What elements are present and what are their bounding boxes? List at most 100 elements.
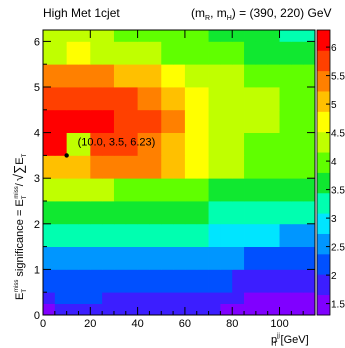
heatmap-cell	[66, 223, 79, 247]
heatmap-cell	[232, 246, 245, 270]
colorbar-segment	[317, 192, 330, 214]
heatmap-cell	[78, 292, 91, 304]
heatmap-cell	[232, 155, 245, 179]
heatmap-cell	[54, 41, 68, 65]
heatmap-cell	[220, 178, 233, 202]
heatmap-cell	[90, 246, 103, 270]
heatmap-cell	[303, 64, 316, 88]
heatmap-cell	[244, 292, 257, 304]
heatmap-cell	[149, 201, 162, 225]
x-axis-label: pjj T [GeV]	[271, 333, 309, 348]
heatmap-cell	[113, 303, 127, 316]
heatmap-cell	[303, 303, 316, 316]
colorbar-segment	[317, 172, 330, 194]
heatmap-cell	[137, 201, 150, 225]
heatmap-cell	[255, 30, 269, 42]
heatmap-cell	[54, 303, 68, 316]
heatmap-cell	[90, 109, 103, 133]
heatmap-cell	[113, 246, 127, 270]
heatmap-cell	[291, 246, 304, 270]
heatmap-cell	[137, 41, 150, 65]
heatmap-cell	[255, 132, 269, 156]
colorbar-segment	[317, 233, 330, 255]
heatmap-cell	[196, 269, 209, 293]
heatmap-cell	[137, 109, 150, 133]
heatmap-cell	[66, 303, 79, 316]
heatmap-cell	[102, 30, 115, 42]
heatmap-cell	[43, 246, 56, 270]
heatmap-cell	[161, 303, 174, 316]
heatmap-cell	[113, 178, 127, 202]
heatmap-cell	[66, 246, 79, 270]
x-tick-label: 40	[131, 318, 143, 330]
heatmap-cell	[66, 132, 79, 156]
heatmap-cell	[54, 155, 68, 179]
heatmap-cell	[267, 178, 280, 202]
heatmap-cell	[137, 87, 150, 111]
colorbar-segment	[317, 30, 330, 51]
heatmap-cell	[232, 269, 245, 293]
heatmap-cell	[43, 41, 56, 65]
heatmap-cell	[208, 64, 221, 88]
colorbar-segment	[317, 91, 330, 112]
colorbar-segment	[317, 152, 330, 173]
heatmap-cell	[54, 269, 68, 293]
heatmap-cell	[54, 30, 68, 42]
heatmap-cell	[279, 41, 292, 65]
heatmap-cell	[244, 30, 257, 42]
y-tick-label: 0	[34, 310, 40, 322]
colorbar-tick-label: 4	[331, 157, 337, 168]
heatmap-cell	[196, 87, 209, 111]
y-tick-label: 6	[34, 36, 40, 48]
heatmap-cell	[78, 155, 91, 179]
heatmap-cell	[303, 41, 316, 65]
heatmap-cell	[279, 30, 292, 42]
heatmap-cell	[43, 109, 56, 133]
heatmap-cell	[291, 223, 304, 247]
heatmap-cell	[267, 201, 280, 225]
heatmap-cell	[161, 292, 174, 304]
heatmap-cell	[137, 30, 150, 42]
heatmap-cell	[54, 132, 68, 156]
heatmap-cell	[208, 303, 221, 316]
heatmap-cell	[196, 132, 209, 156]
heatmap-cell	[244, 303, 257, 316]
heatmap-cell	[303, 223, 316, 247]
heatmap-cell	[184, 223, 198, 247]
heatmap-cell	[113, 132, 127, 156]
heatmap-cell	[279, 201, 292, 225]
heatmap-cell	[78, 41, 91, 65]
heatmap-cell	[184, 269, 198, 293]
heatmap-cell	[184, 155, 198, 179]
heatmap-cell	[267, 269, 280, 293]
heatmap-cell	[208, 246, 221, 270]
heatmap-cell	[90, 178, 103, 202]
heatmap-cell	[255, 87, 269, 111]
heatmap-cell	[125, 303, 139, 316]
heatmap-cell	[90, 87, 103, 111]
heatmap-cell	[54, 87, 68, 111]
heatmap-cell	[279, 109, 292, 133]
heatmap-cell	[244, 64, 257, 88]
heatmap-cell	[291, 178, 304, 202]
heatmap-cell	[267, 30, 280, 42]
heatmap-cell	[137, 292, 150, 304]
heatmap-cell	[125, 64, 139, 88]
heatmap-cell	[173, 155, 186, 179]
y-tick-label: 1	[34, 264, 40, 276]
heatmap-cell	[78, 246, 91, 270]
heatmap-cell	[196, 303, 209, 316]
heatmap-cell	[267, 41, 280, 65]
heatmap-cell	[267, 87, 280, 111]
heatmap-cell	[161, 30, 174, 42]
heatmap-cell	[173, 41, 186, 65]
heatmap-cell	[125, 223, 139, 247]
heatmap-cell	[125, 87, 139, 111]
heatmap-cell	[66, 30, 79, 42]
heatmap-cell	[173, 109, 186, 133]
heatmap-cell	[173, 223, 186, 247]
heatmap-cell	[102, 132, 115, 156]
heatmap-cell	[232, 201, 245, 225]
heatmap-cell	[54, 178, 68, 202]
heatmap-cell	[196, 246, 209, 270]
